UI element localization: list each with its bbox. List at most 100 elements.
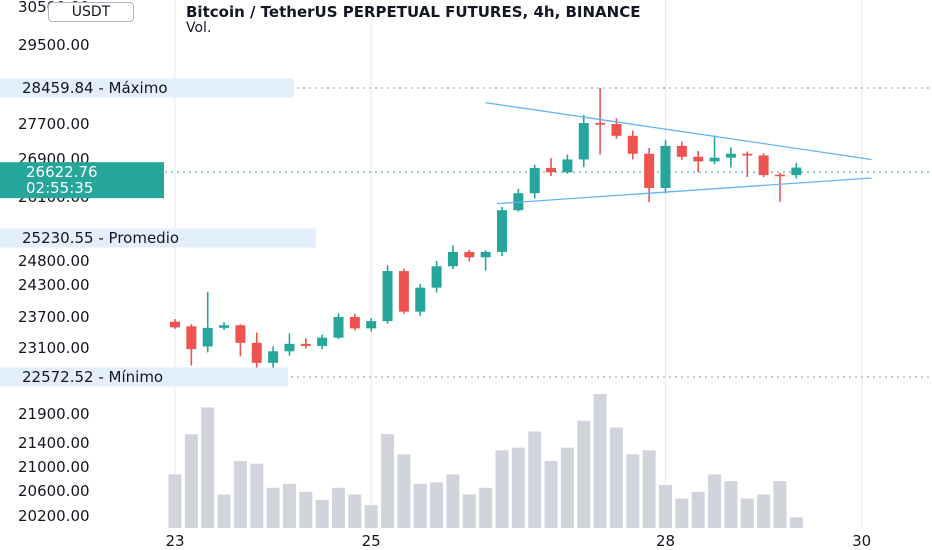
candle[interactable] xyxy=(774,172,785,202)
candle-body xyxy=(725,153,736,158)
time-axis[interactable]: 23 25 28 30 xyxy=(165,532,871,550)
candle[interactable] xyxy=(578,114,589,168)
price-tick-label: 20200.00 xyxy=(18,507,90,525)
candle[interactable] xyxy=(284,333,295,356)
candle[interactable] xyxy=(333,313,344,340)
candle[interactable] xyxy=(398,268,409,314)
time-tick-label: 30 xyxy=(852,532,871,550)
candle[interactable] xyxy=(431,261,442,293)
candle[interactable] xyxy=(676,141,687,160)
candle[interactable] xyxy=(415,284,426,316)
candle-body xyxy=(709,157,720,162)
volume-bar xyxy=(282,483,296,528)
triangle-trendlines[interactable] xyxy=(485,102,872,205)
max-marker-tag: 28459.84 - Máximo xyxy=(0,78,294,98)
volume-bar xyxy=(266,487,280,528)
candle[interactable] xyxy=(595,88,606,155)
candle[interactable] xyxy=(709,135,720,165)
svg-text:28459.84 - Máximo: 28459.84 - Máximo xyxy=(22,79,168,97)
volume-bar xyxy=(381,434,395,528)
candle[interactable] xyxy=(480,250,491,271)
min-marker-tag: 22572.52 - Mínimo xyxy=(0,367,288,387)
candle[interactable] xyxy=(529,164,540,199)
candle-body xyxy=(431,266,442,288)
volume-bar xyxy=(659,485,672,528)
candle-body xyxy=(791,167,802,176)
volume-bar xyxy=(332,487,345,528)
volume-bar xyxy=(168,474,182,528)
time-tick-label: 23 xyxy=(165,532,184,550)
candle[interactable] xyxy=(742,151,753,178)
candle-body xyxy=(202,327,213,347)
candle[interactable] xyxy=(382,265,393,324)
price-tick-label: 24300.00 xyxy=(18,276,90,294)
candle-body xyxy=(447,251,458,267)
candle-body xyxy=(382,271,393,322)
candle-body xyxy=(497,210,507,252)
candle-body xyxy=(562,159,573,173)
upper-trendline[interactable] xyxy=(485,102,872,161)
candle[interactable] xyxy=(447,245,458,270)
volume-bar xyxy=(201,407,215,528)
candle[interactable] xyxy=(219,322,230,330)
volume-bar xyxy=(413,483,427,528)
price-tick-label: 20600.00 xyxy=(18,482,90,500)
volume-bar xyxy=(642,450,656,528)
candle[interactable] xyxy=(317,334,328,350)
candle-body xyxy=(595,123,606,125)
candle[interactable] xyxy=(202,291,213,353)
candle[interactable] xyxy=(546,158,557,177)
candle-body xyxy=(300,343,311,346)
candle-body xyxy=(170,321,180,328)
volume-bar xyxy=(462,494,476,528)
volume-bar xyxy=(348,494,362,528)
candle[interactable] xyxy=(251,332,262,374)
candle[interactable] xyxy=(693,151,704,173)
volume-bar xyxy=(691,491,705,528)
price-tick-label: 24800.00 xyxy=(18,252,90,270)
currency-button[interactable]: USDT xyxy=(48,2,134,22)
candle[interactable] xyxy=(758,153,769,178)
candle-body xyxy=(480,251,491,258)
volume-indicator-label[interactable]: Vol. xyxy=(186,20,211,36)
bar-countdown: 02:55:35 xyxy=(26,179,93,197)
candle-body xyxy=(284,343,295,352)
candle[interactable] xyxy=(186,324,197,366)
price-tick-label: 21000.00 xyxy=(18,458,90,476)
volume-bar xyxy=(626,454,640,528)
candle[interactable] xyxy=(497,206,507,257)
candle[interactable] xyxy=(366,318,377,332)
candle[interactable] xyxy=(464,249,475,262)
candle[interactable] xyxy=(660,140,671,194)
volume-bar xyxy=(675,498,689,528)
candle[interactable] xyxy=(349,313,360,331)
lower-trendline[interactable] xyxy=(497,177,872,205)
price-axis[interactable]: 30500.0029500.0027700.0026900.0026100.00… xyxy=(18,0,90,525)
candle[interactable] xyxy=(268,346,279,370)
candle-body xyxy=(349,317,360,329)
candle[interactable] xyxy=(627,130,638,160)
volume-bar xyxy=(609,427,623,528)
candle-body xyxy=(268,351,279,363)
candle-body xyxy=(693,156,704,162)
candle[interactable] xyxy=(513,188,524,212)
candle-body xyxy=(317,337,328,346)
price-tick-label: 27700.00 xyxy=(18,115,90,133)
volume-bar xyxy=(773,481,787,528)
candles[interactable] xyxy=(170,88,802,374)
candle[interactable] xyxy=(235,324,246,357)
candle[interactable] xyxy=(725,147,736,168)
volume-bar xyxy=(560,447,574,528)
candle[interactable] xyxy=(562,154,573,174)
candle[interactable] xyxy=(791,162,802,179)
price-tick-label: 23100.00 xyxy=(18,339,90,357)
volume-bar xyxy=(495,450,509,528)
candle-body xyxy=(219,325,230,328)
candle-body xyxy=(546,168,557,173)
candle[interactable] xyxy=(170,319,180,329)
volume-bar xyxy=(577,420,591,528)
volume-bar xyxy=(708,474,722,528)
candle[interactable] xyxy=(300,338,311,349)
